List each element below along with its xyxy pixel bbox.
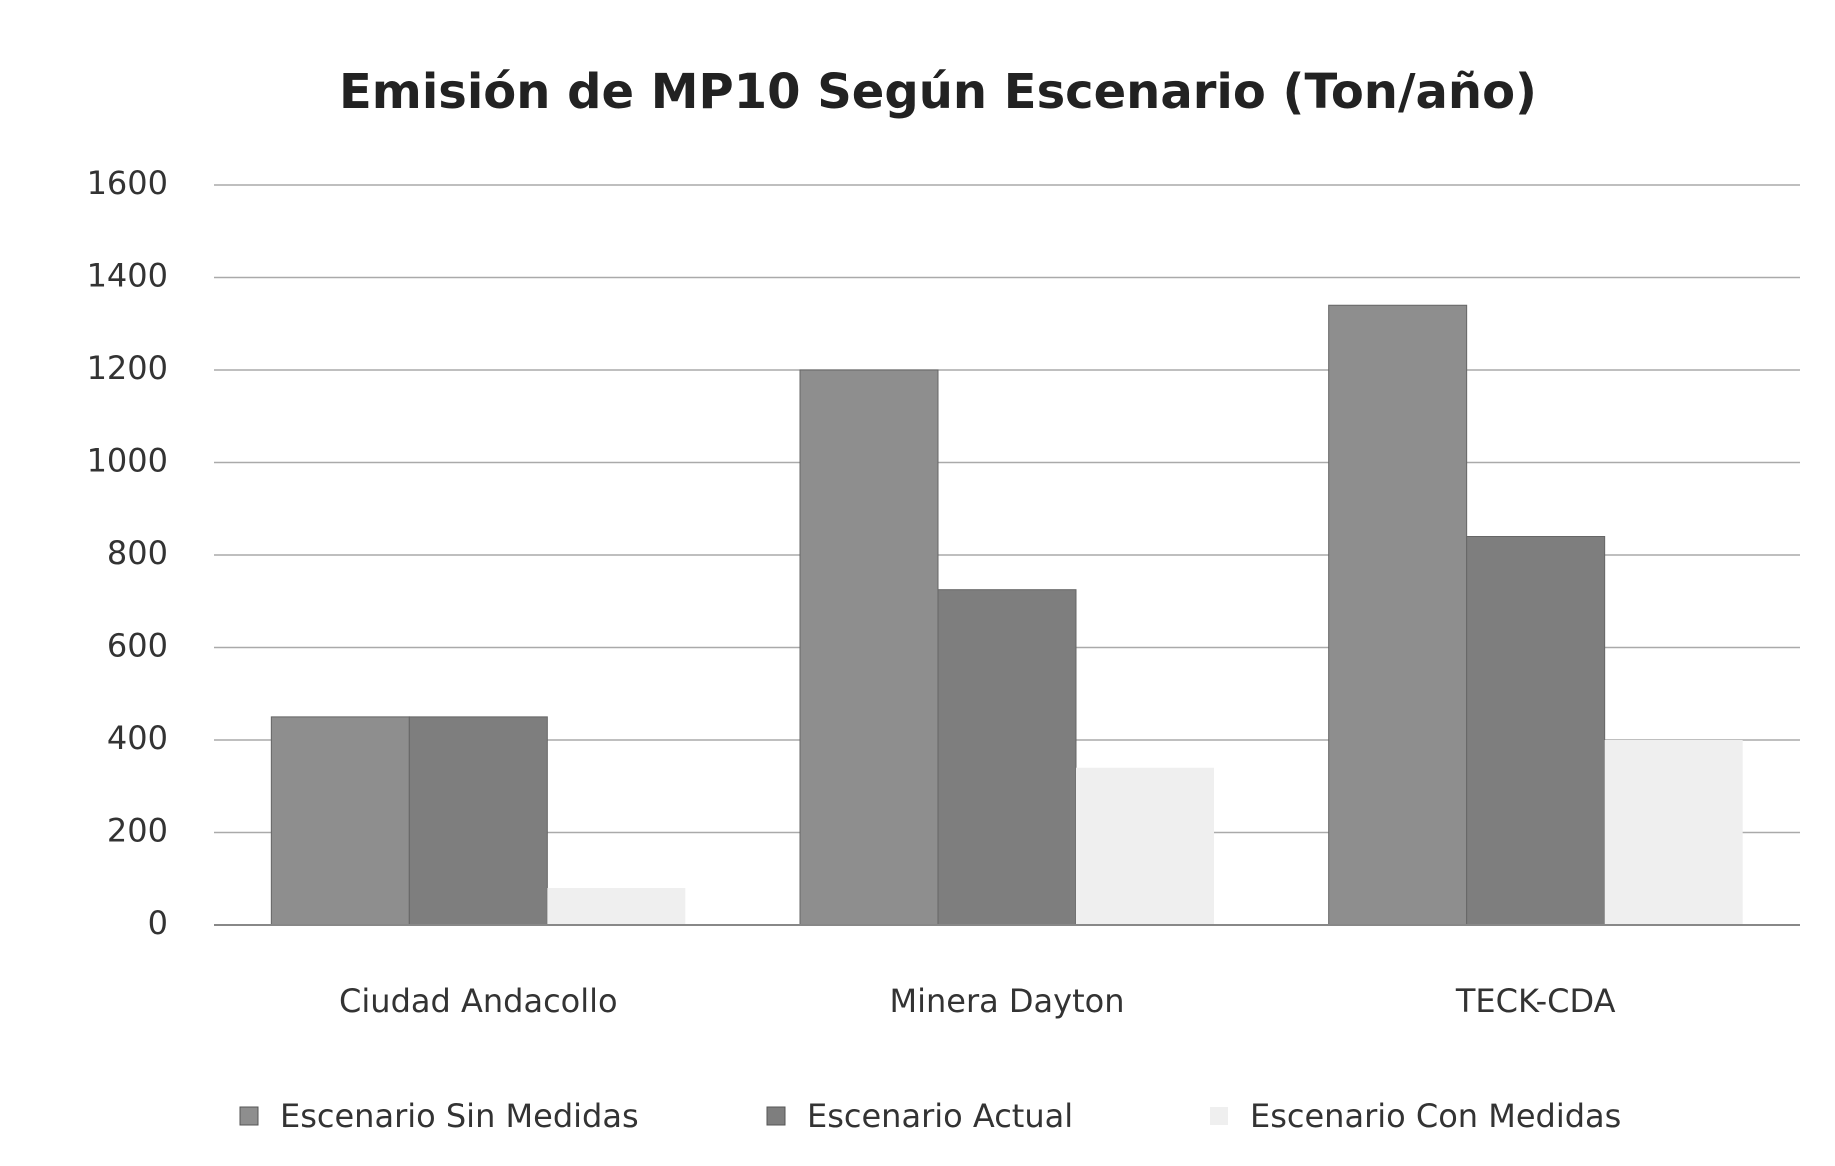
x-tick-label: Minera Dayton — [890, 982, 1125, 1020]
x-tick-label: Ciudad Andacollo — [339, 982, 618, 1020]
x-tick-label: TECK-CDA — [1455, 982, 1616, 1020]
legend-label: Escenario Actual — [807, 1097, 1073, 1135]
legend-swatch — [766, 1106, 786, 1126]
legend-label: Escenario Con Medidas — [1250, 1097, 1621, 1135]
legend-label: Escenario Sin Medidas — [280, 1097, 639, 1135]
bar — [1076, 767, 1214, 925]
legend-swatch — [1210, 1107, 1228, 1125]
y-tick-label: 600 — [107, 627, 168, 665]
y-tick-label: 200 — [107, 812, 168, 850]
bar — [1328, 304, 1468, 926]
bar — [1466, 536, 1606, 926]
y-tick-label: 800 — [107, 534, 168, 572]
y-tick-label: 1000 — [87, 442, 168, 480]
bar — [547, 888, 686, 925]
y-tick-label: 0 — [148, 904, 168, 942]
bar — [270, 716, 410, 926]
legend-swatch — [239, 1106, 259, 1126]
bar — [408, 716, 548, 926]
y-tick-label: 1400 — [87, 257, 168, 295]
chart-title: Emisión de MP10 Según Escenario (Ton/año… — [339, 64, 1537, 120]
bar — [937, 589, 1077, 926]
bar — [1604, 740, 1743, 925]
bar — [799, 369, 939, 926]
y-tick-label: 1600 — [87, 164, 168, 202]
y-tick-label: 400 — [107, 719, 168, 757]
y-tick-label: 1200 — [87, 349, 168, 387]
